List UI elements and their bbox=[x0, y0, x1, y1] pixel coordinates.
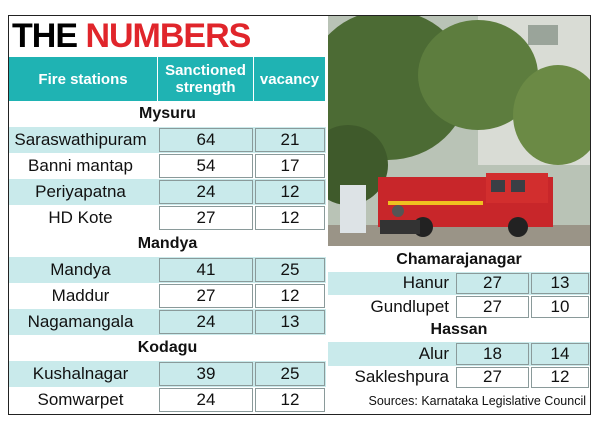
number-cell: 10 bbox=[531, 296, 589, 318]
station-name: Saraswathipuram bbox=[14, 130, 147, 149]
number-cell: 12 bbox=[255, 284, 325, 308]
group-label: Kodagu bbox=[137, 339, 198, 356]
number-cell: 39 bbox=[159, 362, 253, 386]
station-name: Hanur bbox=[402, 273, 449, 293]
number-cell: 21 bbox=[255, 128, 325, 152]
row-bg bbox=[9, 153, 326, 179]
row-bg bbox=[9, 387, 326, 413]
group-label: Mandya bbox=[137, 235, 198, 252]
frame bbox=[8, 15, 591, 415]
number-cell: 64 bbox=[159, 128, 253, 152]
number-cell: 12 bbox=[255, 388, 325, 412]
number-cell: 27 bbox=[159, 284, 253, 308]
number-cell: 17 bbox=[255, 154, 325, 178]
row-bg bbox=[328, 271, 590, 295]
row-bg bbox=[328, 342, 590, 366]
number-cell: 27 bbox=[456, 296, 529, 318]
number-cell: 24 bbox=[159, 388, 253, 412]
station-name: Mandya bbox=[50, 260, 111, 279]
source-note: Sources: Karnataka Legislative Council bbox=[368, 394, 586, 408]
row-bg bbox=[328, 365, 590, 389]
station-name: Maddur bbox=[51, 286, 110, 305]
number-cell: 12 bbox=[255, 180, 325, 204]
column-header: Sanctioned strength bbox=[158, 57, 254, 101]
column-header: Fire stations bbox=[9, 57, 158, 101]
number-cell: 27 bbox=[159, 206, 253, 230]
group-label: Chamarajanagar bbox=[396, 250, 522, 268]
number-cell: 25 bbox=[255, 362, 325, 386]
row-bg bbox=[9, 257, 326, 283]
station-name: Gundlupet bbox=[370, 296, 449, 316]
station-name: Nagamangala bbox=[27, 312, 134, 331]
row-bg bbox=[9, 179, 326, 205]
station-name: Alur bbox=[418, 343, 449, 363]
number-cell: 27 bbox=[456, 272, 529, 294]
photo bbox=[328, 15, 590, 246]
group-label: Mysuru bbox=[139, 105, 196, 122]
row-bg bbox=[328, 295, 590, 319]
row-bg bbox=[9, 205, 326, 231]
column-header: vacancy bbox=[254, 57, 326, 101]
title: THE NUMBERS bbox=[12, 15, 251, 57]
title-first: THE bbox=[12, 17, 78, 55]
row-bg bbox=[9, 283, 326, 309]
station-name: Periyapatna bbox=[35, 182, 126, 201]
number-cell: 12 bbox=[255, 206, 325, 230]
number-cell: 54 bbox=[159, 154, 253, 178]
number-cell: 25 bbox=[255, 258, 325, 282]
station-name: Somwarpet bbox=[37, 390, 124, 409]
station-name: HD Kote bbox=[48, 208, 113, 227]
number-cell: 18 bbox=[456, 343, 529, 365]
group-label: Hassan bbox=[430, 321, 488, 339]
station-name: Banni mantap bbox=[28, 156, 133, 175]
title-second: NUMBERS bbox=[85, 17, 251, 55]
number-cell: 24 bbox=[159, 310, 253, 334]
row-bg bbox=[9, 309, 326, 335]
row-bg bbox=[9, 361, 326, 387]
number-cell: 27 bbox=[456, 366, 529, 388]
number-cell: 14 bbox=[531, 343, 589, 365]
number-cell: 13 bbox=[255, 310, 325, 334]
number-cell: 13 bbox=[531, 272, 589, 294]
station-name: Kushalnagar bbox=[32, 364, 129, 383]
number-cell: 41 bbox=[159, 258, 253, 282]
number-cell: 24 bbox=[159, 180, 253, 204]
number-cell: 12 bbox=[531, 366, 589, 388]
row-bg bbox=[9, 127, 326, 153]
station-name: Sakleshpura bbox=[354, 367, 449, 387]
